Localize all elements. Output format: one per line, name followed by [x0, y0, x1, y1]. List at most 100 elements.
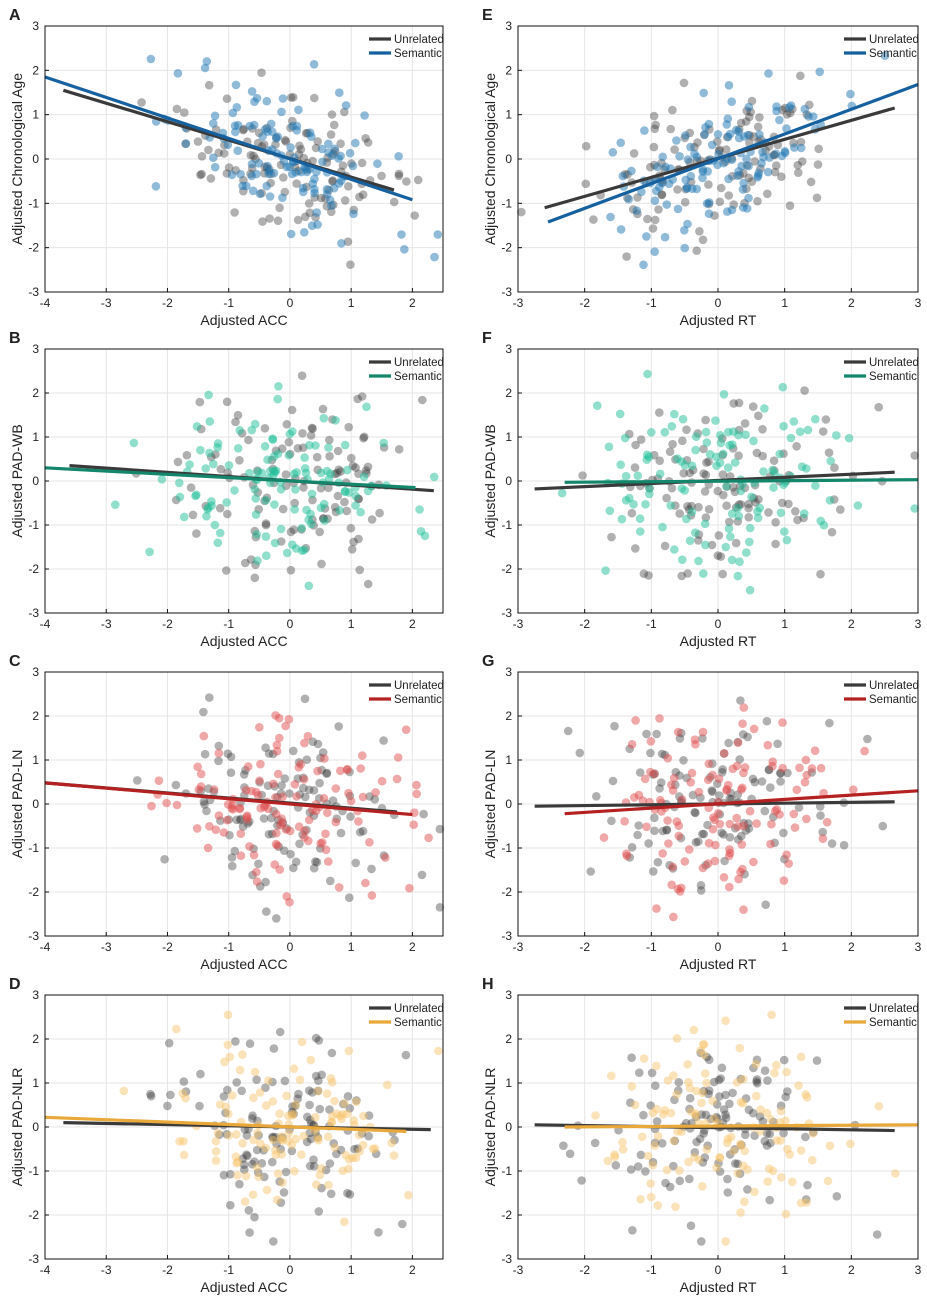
semantic-point: [723, 114, 733, 123]
semantic-point: [725, 882, 734, 892]
unrelated-point: [367, 864, 376, 874]
semantic-point: [802, 1093, 812, 1102]
y-tick-label: -3: [501, 1252, 512, 1266]
semantic-point: [853, 501, 863, 510]
semantic-point: [262, 551, 271, 560]
unrelated-point: [164, 1038, 174, 1048]
panel-label: B: [9, 330, 21, 347]
semantic-point: [736, 1141, 746, 1150]
unrelated-point: [744, 513, 753, 522]
semantic-point: [846, 1139, 855, 1149]
unrelated-point: [763, 1076, 772, 1085]
semantic-point: [363, 486, 373, 496]
semantic-point: [698, 173, 707, 183]
semantic-point: [214, 811, 224, 820]
semantic-point: [268, 1097, 278, 1106]
unrelated-point: [718, 569, 727, 579]
unrelated-point: [310, 93, 319, 103]
semantic-point: [796, 1198, 806, 1208]
unrelated-point: [338, 161, 348, 170]
y-tick-label: 2: [32, 1032, 39, 1046]
semantic-point: [262, 1185, 272, 1195]
semantic-point: [179, 1150, 189, 1160]
unrelated-point: [636, 1150, 646, 1160]
unrelated-point: [652, 1117, 662, 1126]
unrelated-point: [610, 721, 619, 731]
semantic-point: [253, 1128, 262, 1138]
unrelated-point: [314, 1076, 323, 1085]
unrelated-point: [244, 1206, 254, 1215]
unrelated-point: [741, 1094, 751, 1103]
semantic-point: [324, 139, 333, 149]
semantic-point: [286, 143, 295, 152]
semantic-point: [647, 428, 656, 437]
semantic-point: [254, 1172, 263, 1182]
unrelated-point: [279, 1188, 289, 1197]
unrelated-point: [611, 1161, 621, 1170]
semantic-point: [733, 571, 743, 581]
y-tick-label: 3: [505, 665, 512, 679]
unrelated-point: [730, 1145, 739, 1154]
semantic-point: [738, 864, 747, 874]
unrelated-point: [260, 1172, 269, 1182]
semantic-point: [739, 132, 749, 141]
x-tick-label: 2: [409, 1263, 416, 1277]
semantic-point: [678, 414, 688, 424]
semantic-point: [699, 1040, 708, 1049]
semantic-point: [340, 1217, 349, 1227]
x-tick-label: -3: [513, 1263, 524, 1277]
unrelated-point: [275, 1177, 285, 1186]
semantic-point: [365, 838, 374, 847]
semantic-point: [771, 149, 781, 158]
semantic-point: [750, 1187, 759, 1197]
semantic-point: [300, 453, 309, 462]
semantic-point: [636, 1195, 645, 1204]
semantic-point: [233, 1171, 242, 1180]
unrelated-point: [252, 1075, 261, 1084]
x-tick-label: 1: [348, 940, 355, 954]
x-axis-label: Adjusted ACC: [200, 312, 287, 328]
unrelated-point: [691, 838, 701, 847]
x-tick-label: 0: [287, 940, 294, 954]
semantic-point: [616, 225, 626, 234]
semantic-point: [201, 464, 210, 473]
semantic-fit-line: [564, 478, 919, 484]
fit-lines: [44, 1115, 431, 1133]
unrelated-point: [771, 539, 780, 549]
unrelated-point: [312, 857, 322, 867]
semantic-point: [304, 581, 314, 591]
semantic-point: [249, 1135, 258, 1145]
unrelated-point: [708, 787, 717, 796]
unrelated-point: [278, 1133, 287, 1142]
semantic-point: [673, 727, 683, 737]
semantic-point: [716, 431, 725, 440]
y-tick-label: -2: [501, 1208, 512, 1222]
unrelated-point: [679, 469, 688, 478]
semantic-point: [701, 427, 711, 437]
unrelated-point: [226, 768, 236, 777]
unrelated-point: [295, 839, 304, 849]
semantic-point: [263, 161, 272, 171]
semantic-point: [389, 1151, 399, 1160]
semantic-point: [713, 130, 723, 139]
unrelated-point: [261, 519, 271, 528]
semantic-point: [298, 183, 308, 193]
unrelated-point: [714, 1158, 723, 1168]
unrelated-point: [308, 1088, 317, 1097]
semantic-point: [238, 1050, 247, 1059]
semantic-point: [721, 542, 731, 552]
unrelated-point: [781, 1092, 790, 1102]
unrelated-point: [565, 1149, 575, 1159]
semantic-point: [241, 1171, 251, 1181]
semantic-point: [698, 727, 708, 737]
unrelated-point: [171, 780, 181, 790]
semantic-point: [349, 209, 358, 219]
semantic-point: [321, 829, 330, 839]
semantic-point: [644, 452, 654, 462]
semantic-point: [250, 1067, 260, 1077]
semantic-point: [344, 1164, 353, 1174]
semantic-point: [295, 1075, 305, 1085]
unrelated-point: [367, 515, 377, 524]
unrelated-point: [744, 1105, 754, 1115]
